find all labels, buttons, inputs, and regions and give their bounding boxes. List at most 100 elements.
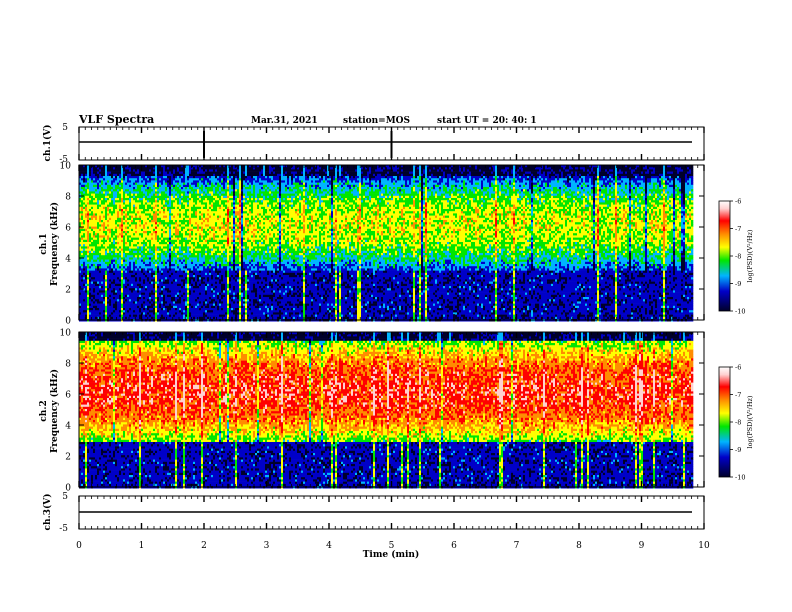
spectrogram-cell <box>87 176 89 179</box>
spectrogram-cell <box>113 174 115 177</box>
spectrogram-cell <box>183 246 185 249</box>
spectrogram-cell <box>145 310 147 313</box>
spectrogram-cell <box>181 310 183 313</box>
spectrogram-cell <box>201 275 203 278</box>
spectrogram-cell <box>169 196 171 199</box>
spectrogram-cell <box>215 216 217 219</box>
spectrogram-cell <box>121 299 123 302</box>
spectrogram-cell <box>211 306 213 309</box>
spectrogram-cell <box>105 242 107 245</box>
spectrogram-cell <box>121 222 123 225</box>
spectrogram-cell <box>177 235 179 238</box>
spectrogram-cell <box>151 242 153 245</box>
spectrogram-cell <box>85 304 87 307</box>
spectrogram-cell <box>195 191 197 194</box>
spectrogram-cell <box>171 279 173 282</box>
spectrogram-cell <box>139 224 141 227</box>
spectrogram-cell <box>165 231 167 234</box>
spectrogram-cell <box>207 169 209 172</box>
spectrogram-cell <box>119 172 121 175</box>
spectrogram-cell <box>91 308 93 311</box>
spectrogram-cell <box>91 235 93 238</box>
spectrogram-cell <box>105 224 107 227</box>
spectrogram-cell <box>195 229 197 232</box>
spectrogram-cell <box>149 262 151 265</box>
spectrogram-cell <box>101 297 103 300</box>
spectrogram-cell <box>121 227 123 230</box>
spectrogram-cell <box>213 293 215 296</box>
spectrogram-cell <box>81 222 83 225</box>
spectrogram-cell <box>147 187 149 190</box>
spectrogram-cell <box>173 244 175 247</box>
spectrogram-cell <box>167 220 169 223</box>
spectrogram-cell <box>215 205 217 208</box>
spectrogram-cell <box>207 286 209 289</box>
spectrogram-cell <box>117 306 119 309</box>
spectrogram-cell <box>131 290 133 293</box>
spectrogram-cell <box>105 288 107 291</box>
spectrogram-cell <box>197 304 199 307</box>
spectrogram-cell <box>167 231 169 234</box>
spectrogram-cell <box>111 271 113 274</box>
spectrogram-cell <box>143 187 145 190</box>
spectrogram-cell <box>115 295 117 298</box>
spectrogram-cell <box>147 183 149 186</box>
spectrogram-cell <box>171 187 173 190</box>
spectrogram-cell <box>95 169 97 172</box>
spectrogram-cell <box>187 176 189 179</box>
spectrogram-cell <box>151 317 153 320</box>
spectrogram-cell <box>81 211 83 214</box>
spectrogram-cell <box>211 273 213 276</box>
spectrogram-cell <box>121 229 123 232</box>
spectrogram-cell <box>129 244 131 247</box>
spectrogram-cell <box>117 262 119 265</box>
spectrogram-cell <box>205 205 207 208</box>
spectrogram-cell <box>157 268 159 271</box>
spectrogram-cell <box>207 301 209 304</box>
spectrogram-cell <box>109 244 111 247</box>
spectrogram-cell <box>141 257 143 260</box>
spectrogram-cell <box>167 216 169 219</box>
spectrogram-cell <box>189 266 191 269</box>
spectrogram-cell <box>87 242 89 245</box>
spectrogram-cell <box>155 279 157 282</box>
spectrogram-cell <box>153 290 155 293</box>
spectrogram-cell <box>123 209 125 212</box>
spectrogram-cell <box>187 299 189 302</box>
spectrogram-cell <box>205 304 207 307</box>
spectrogram-cell <box>83 249 85 252</box>
spectrogram-cell <box>141 288 143 291</box>
spectrogram-cell <box>195 200 197 203</box>
spectrogram-cell <box>93 275 95 278</box>
spectrogram-cell <box>199 211 201 214</box>
spectrogram-cell <box>177 180 179 183</box>
spectrogram-cell <box>117 172 119 175</box>
spectrogram-cell <box>169 218 171 221</box>
spectrogram-cell <box>159 205 161 208</box>
spectrogram-cell <box>169 271 171 274</box>
spectrogram-cell <box>187 308 189 311</box>
spectrogram-cell <box>85 185 87 188</box>
spectrogram-cell <box>153 227 155 230</box>
spectrogram-cell <box>105 220 107 223</box>
spectrogram-cell <box>95 255 97 258</box>
spectrogram-cell <box>85 255 87 258</box>
spectrogram-cell <box>155 194 157 197</box>
spectrogram-cell <box>157 288 159 291</box>
spectrogram-cell <box>115 304 117 307</box>
spectrogram-cell <box>151 183 153 186</box>
spectrogram-cell <box>119 308 121 311</box>
spectrogram-cell <box>145 238 147 241</box>
spectrogram-cell <box>201 189 203 192</box>
spectrogram-cell <box>129 222 131 225</box>
spectrogram-cell <box>109 172 111 175</box>
spectrogram-cell <box>85 222 87 225</box>
spectrogram-cell <box>135 268 137 271</box>
spectrogram-cell <box>139 310 141 313</box>
spectrogram-cell <box>161 194 163 197</box>
spectrogram-cell <box>113 180 115 183</box>
spectrogram-cell <box>211 172 213 175</box>
spectrogram-cell <box>143 251 145 254</box>
spectrogram-cell <box>173 180 175 183</box>
spectrogram-cell <box>113 284 115 287</box>
